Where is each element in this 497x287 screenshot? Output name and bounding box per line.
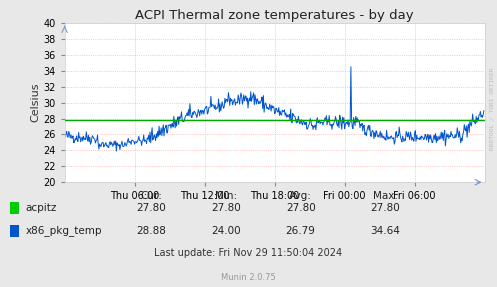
Text: Last update: Fri Nov 29 11:50:04 2024: Last update: Fri Nov 29 11:50:04 2024 — [155, 248, 342, 258]
Text: 27.80: 27.80 — [286, 203, 316, 213]
Text: RRDTOOL / TOBI OETIKER: RRDTOOL / TOBI OETIKER — [490, 68, 495, 150]
Text: Munin 2.0.75: Munin 2.0.75 — [221, 273, 276, 282]
Text: 24.00: 24.00 — [211, 226, 241, 236]
Y-axis label: Celsius: Celsius — [30, 83, 40, 122]
Text: 28.88: 28.88 — [137, 226, 166, 236]
Text: 27.80: 27.80 — [370, 203, 400, 213]
Text: 27.80: 27.80 — [137, 203, 166, 213]
Text: Cur:: Cur: — [141, 191, 163, 201]
Text: Min:: Min: — [215, 191, 237, 201]
Text: 27.80: 27.80 — [211, 203, 241, 213]
Text: x86_pkg_temp: x86_pkg_temp — [26, 226, 102, 236]
Text: 26.79: 26.79 — [286, 226, 316, 236]
Title: ACPI Thermal zone temperatures - by day: ACPI Thermal zone temperatures - by day — [135, 9, 414, 22]
Text: Max:: Max: — [373, 191, 398, 201]
Text: acpitz: acpitz — [26, 203, 57, 213]
Text: Avg:: Avg: — [289, 191, 312, 201]
Text: 34.64: 34.64 — [370, 226, 400, 236]
